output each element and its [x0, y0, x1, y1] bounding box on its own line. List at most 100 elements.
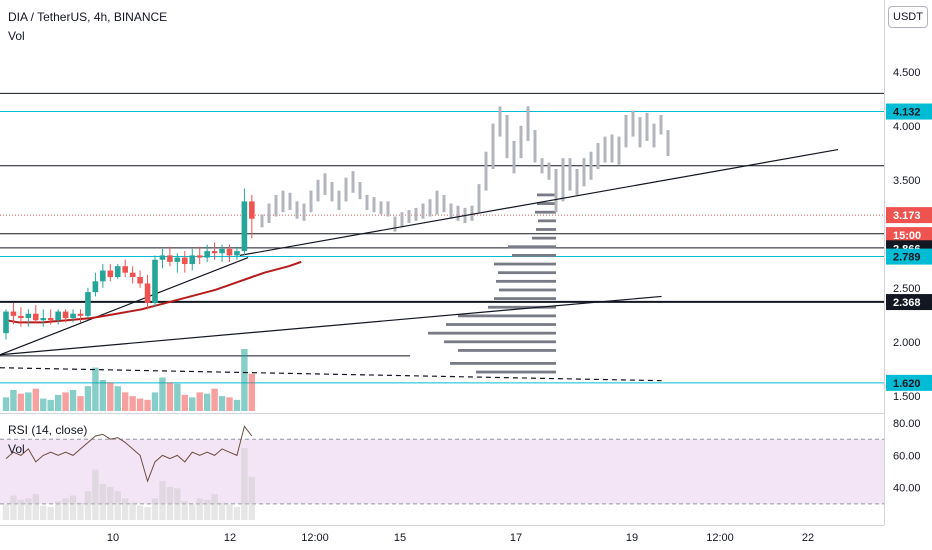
rsi-tick: 40.00: [893, 483, 921, 495]
rsi-volume-bar: [25, 498, 32, 520]
candle-body: [107, 270, 114, 277]
volume-bar: [62, 392, 69, 411]
rsi-volume-bar: [241, 448, 248, 520]
rsi-volume-bar: [92, 469, 99, 520]
candle-body: [122, 266, 128, 273]
profile-bar: [458, 314, 556, 318]
rsi-volume-bar: [62, 498, 69, 520]
symbol-title[interactable]: DIA / TetherUS, 4h, BINANCE: [8, 10, 168, 24]
volume-bar: [2, 397, 10, 411]
profile-bar: [496, 279, 556, 283]
time-tick: 15: [394, 532, 406, 544]
rsi-volume-bar: [54, 501, 62, 520]
candle-body: [33, 313, 39, 321]
profile-bar: [450, 362, 556, 365]
price-label: 2.368: [893, 297, 921, 309]
rsi-volume-bar: [151, 498, 159, 520]
price-tick: 2.500: [893, 283, 921, 295]
rsi-volume-bar: [84, 491, 92, 520]
price-label-bg: [886, 374, 932, 391]
candle-body: [182, 257, 188, 265]
profile-bar: [512, 254, 556, 257]
ghost-bars: [260, 106, 670, 232]
volume-bar: [99, 380, 107, 411]
volume-bar: [166, 382, 174, 411]
volume-bar: [25, 392, 32, 411]
rsi-line: [5, 425, 253, 483]
profile-bar: [537, 202, 556, 205]
rsi-legend[interactable]: RSI (14, close): [8, 423, 88, 437]
volume-bar: [47, 399, 54, 411]
rsi-volume-bar: [10, 495, 17, 520]
volume-bar: [92, 367, 99, 411]
volume-bar: [181, 394, 188, 411]
price-tick: 4.000: [893, 121, 921, 133]
candle-body: [85, 292, 91, 316]
rsi-volume-bar: [47, 507, 54, 520]
time-tick: 12: [224, 532, 236, 544]
candle-body: [241, 201, 248, 252]
volume-bar: [69, 389, 77, 411]
rsi-volume-bar: [203, 499, 211, 520]
ma-line: [5, 260, 302, 324]
candle-body: [70, 313, 76, 319]
profile-bar: [494, 262, 556, 266]
candle-body: [129, 272, 136, 277]
profile-bar: [538, 219, 556, 223]
candle-body: [25, 313, 32, 319]
volume-bar: [40, 398, 47, 411]
volume-bar: [248, 373, 256, 411]
candle-body: [18, 315, 24, 319]
candle-body: [47, 318, 54, 321]
rsi-volume-bar: [99, 484, 107, 520]
volume-bar: [32, 388, 39, 411]
time-tick: 12:00: [301, 532, 329, 544]
price-axis: 1.5002.0002.5003.0003.5004.0004.50040.00…: [884, 0, 932, 525]
rsi-volume-bars: [2, 448, 256, 520]
volume-bar: [241, 349, 248, 411]
candle-body: [144, 283, 151, 303]
profile-bar: [535, 210, 556, 214]
price-tick: 1.500: [893, 391, 921, 403]
candles: [3, 188, 255, 340]
rsi-volume-bar: [136, 505, 144, 520]
profile-bar: [488, 305, 556, 309]
volume-bar: [136, 398, 144, 411]
profile-bar: [446, 323, 556, 326]
volume-bar: [218, 396, 226, 411]
price-label-bg: [886, 248, 932, 265]
volume-bar: [107, 382, 114, 411]
profile-bar: [476, 370, 556, 374]
volume-bar: [144, 399, 151, 411]
volume-bar: [211, 388, 218, 411]
price-tick: 4.500: [893, 67, 921, 79]
rsi-volume-bar: [32, 494, 39, 520]
time-tick: 10: [107, 532, 119, 544]
time-tick: 19: [626, 532, 638, 544]
rsi-volume-bar: [233, 507, 241, 520]
moving-average: [5, 260, 302, 324]
rsi-polyline: [5, 425, 253, 483]
candle-body: [10, 311, 17, 316]
candle-body: [174, 257, 181, 262]
volume-bar: [54, 394, 62, 411]
candle-body: [40, 318, 47, 321]
candle-body: [159, 255, 166, 260]
candle-body: [219, 248, 225, 254]
candle-body: [226, 248, 233, 256]
profile-bar: [444, 340, 556, 344]
candle-body: [196, 255, 203, 258]
volume-bar: [129, 396, 136, 411]
currency-button[interactable]: USDT: [888, 6, 928, 28]
rsi-volume-bar: [211, 494, 218, 520]
candle-body: [137, 277, 143, 284]
price-label: 2.789: [893, 252, 921, 264]
time-tick: 12:00: [706, 532, 734, 544]
candle-body: [92, 281, 99, 293]
candle-body: [55, 311, 61, 321]
rsi-volume-bar: [181, 501, 188, 520]
volume-bar: [10, 389, 17, 411]
rsi-volume-bar: [166, 486, 174, 520]
trendline: [0, 257, 249, 356]
